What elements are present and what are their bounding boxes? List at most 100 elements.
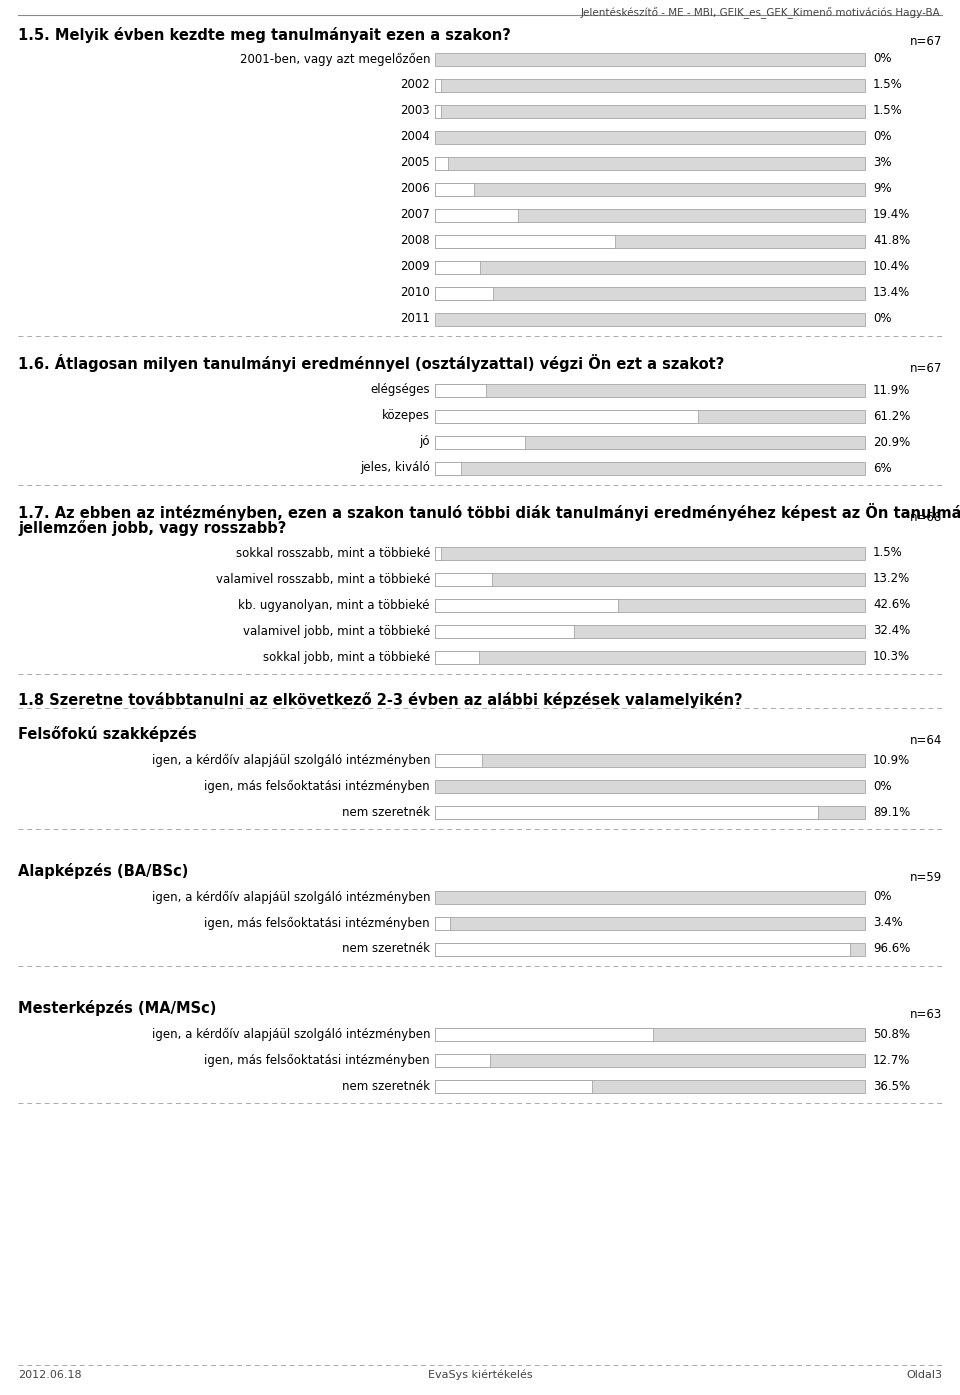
Bar — [435, 1080, 865, 1092]
Bar — [435, 625, 865, 638]
Text: nem szeretnék: nem szeretnék — [342, 805, 430, 819]
Text: n=67: n=67 — [910, 361, 943, 375]
Bar — [435, 462, 461, 474]
Bar — [435, 1080, 592, 1092]
Text: 19.4%: 19.4% — [873, 208, 910, 222]
Text: 96.6%: 96.6% — [873, 943, 910, 956]
Bar — [435, 78, 442, 92]
Text: 1.7. Az ebben az intézményben, ezen a szakon tanuló többi diák tanulmányi eredmé: 1.7. Az ebben az intézményben, ezen a sz… — [18, 504, 960, 520]
Text: 2010: 2010 — [400, 286, 430, 300]
Text: igen, a kérdőív alapjáül szolgáló intézményben: igen, a kérdőív alapjáül szolgáló intézm… — [152, 1028, 430, 1041]
Text: 3%: 3% — [873, 156, 892, 170]
Text: nem szeretnék: nem szeretnék — [342, 1080, 430, 1092]
Bar — [435, 572, 865, 586]
Text: jó: jó — [420, 435, 430, 449]
Bar — [435, 753, 482, 766]
Bar — [435, 78, 865, 92]
Text: igen, más felsőoktatási intézményben: igen, más felsőoktatási intézményben — [204, 780, 430, 792]
Text: 1.8 Szeretne továbbtanulni az elkövetkező 2-3 évben az alábbi képzések valamelyi: 1.8 Szeretne továbbtanulni az elkövetkez… — [18, 692, 743, 709]
Bar — [435, 234, 614, 247]
Bar — [435, 183, 473, 195]
Bar — [435, 805, 818, 819]
Text: 32.4%: 32.4% — [873, 625, 910, 638]
Text: 2002: 2002 — [400, 78, 430, 92]
Text: 1.6. Átlagosan milyen tanulmányi eredménnyel (osztályzattal) végzi Ön ezt a szak: 1.6. Átlagosan milyen tanulmányi eredmén… — [18, 354, 725, 372]
Text: Mesterképzés (MA/MSc): Mesterképzés (MA/MSc) — [18, 1000, 216, 1016]
Text: sokkal rosszabb, mint a többieké: sokkal rosszabb, mint a többieké — [235, 547, 430, 559]
Text: 36.5%: 36.5% — [873, 1080, 910, 1092]
Bar — [435, 650, 865, 664]
Text: n=59: n=59 — [910, 870, 943, 884]
Bar — [435, 183, 865, 195]
Bar — [435, 753, 865, 766]
Text: igen, más felsőoktatási intézményben: igen, más felsőoktatási intézményben — [204, 917, 430, 929]
Text: 13.4%: 13.4% — [873, 286, 910, 300]
Text: igen, más felsőoktatási intézményben: igen, más felsőoktatási intézményben — [204, 1053, 430, 1067]
Text: közepes: közepes — [382, 410, 430, 423]
Text: 42.6%: 42.6% — [873, 598, 910, 611]
Text: 61.2%: 61.2% — [873, 410, 910, 423]
Text: sokkal jobb, mint a többieké: sokkal jobb, mint a többieké — [263, 650, 430, 664]
Bar — [435, 1028, 865, 1041]
Text: 0%: 0% — [873, 131, 892, 144]
Bar — [435, 410, 698, 423]
Text: 13.2%: 13.2% — [873, 572, 910, 586]
Bar — [435, 261, 480, 273]
Text: 1.5%: 1.5% — [873, 78, 902, 92]
Text: 2012.06.18: 2012.06.18 — [18, 1370, 82, 1380]
Text: 2007: 2007 — [400, 208, 430, 222]
Text: 1.5. Melyik évben kezdte meg tanulmányait ezen a szakon?: 1.5. Melyik évben kezdte meg tanulmányai… — [18, 27, 511, 43]
Text: 2011: 2011 — [400, 312, 430, 325]
Text: 1.5%: 1.5% — [873, 547, 902, 559]
Bar — [435, 208, 518, 222]
Text: 11.9%: 11.9% — [873, 384, 910, 396]
Text: igen, a kérdőív alapjáül szolgáló intézményben: igen, a kérdőív alapjáül szolgáló intézm… — [152, 890, 430, 904]
Text: 0%: 0% — [873, 312, 892, 325]
Bar — [435, 917, 449, 929]
Bar — [435, 598, 865, 611]
Text: nem szeretnék: nem szeretnék — [342, 943, 430, 956]
Bar — [435, 261, 865, 273]
Text: 9%: 9% — [873, 183, 892, 195]
Bar — [435, 805, 865, 819]
Bar — [435, 890, 865, 904]
Text: 2004: 2004 — [400, 131, 430, 144]
Text: EvaSys kiértékelés: EvaSys kiértékelés — [428, 1370, 532, 1380]
Text: 2001-ben, vagy azt megelőzően: 2001-ben, vagy azt megelőzően — [239, 53, 430, 66]
Bar — [435, 156, 865, 170]
Bar — [435, 312, 865, 325]
Text: n=64: n=64 — [910, 734, 943, 746]
Text: 1.5%: 1.5% — [873, 105, 902, 117]
Bar — [435, 234, 865, 247]
Text: 10.3%: 10.3% — [873, 650, 910, 664]
Bar — [435, 650, 479, 664]
Bar — [435, 156, 448, 170]
Bar — [435, 286, 865, 300]
Text: 2003: 2003 — [400, 105, 430, 117]
Text: 6%: 6% — [873, 462, 892, 474]
Bar — [435, 105, 865, 117]
Bar — [435, 1053, 490, 1067]
Text: elégséges: elégséges — [371, 384, 430, 396]
Text: jellemzően jobb, vagy rosszabb?: jellemzően jobb, vagy rosszabb? — [18, 520, 286, 536]
Bar — [435, 435, 525, 449]
Text: 2009: 2009 — [400, 261, 430, 273]
Bar — [435, 462, 865, 474]
Bar — [435, 943, 865, 956]
Text: n=68: n=68 — [910, 511, 943, 525]
Text: valamivel jobb, mint a többieké: valamivel jobb, mint a többieké — [243, 625, 430, 638]
Bar — [435, 917, 865, 929]
Bar — [435, 1028, 654, 1041]
Text: Felsőfokú szakképzés: Felsőfokú szakképzés — [18, 725, 197, 742]
Bar — [435, 598, 618, 611]
Text: 50.8%: 50.8% — [873, 1028, 910, 1041]
Bar — [435, 131, 865, 144]
Text: igen, a kérdőív alapjáül szolgáló intézményben: igen, a kérdőív alapjáül szolgáló intézm… — [152, 753, 430, 767]
Text: 0%: 0% — [873, 890, 892, 904]
Text: 0%: 0% — [873, 53, 892, 66]
Text: Jelentéskészítő - ME - MBI, GEIK_es_GEK_Kimenő motivációs Hagy-BA: Jelentéskészítő - ME - MBI, GEIK_es_GEK_… — [580, 7, 940, 20]
Text: Alapképzés (BA/BSc): Alapképzés (BA/BSc) — [18, 864, 188, 879]
Text: valamivel rosszabb, mint a többieké: valamivel rosszabb, mint a többieké — [216, 572, 430, 586]
Text: 10.9%: 10.9% — [873, 753, 910, 766]
Text: 2005: 2005 — [400, 156, 430, 170]
